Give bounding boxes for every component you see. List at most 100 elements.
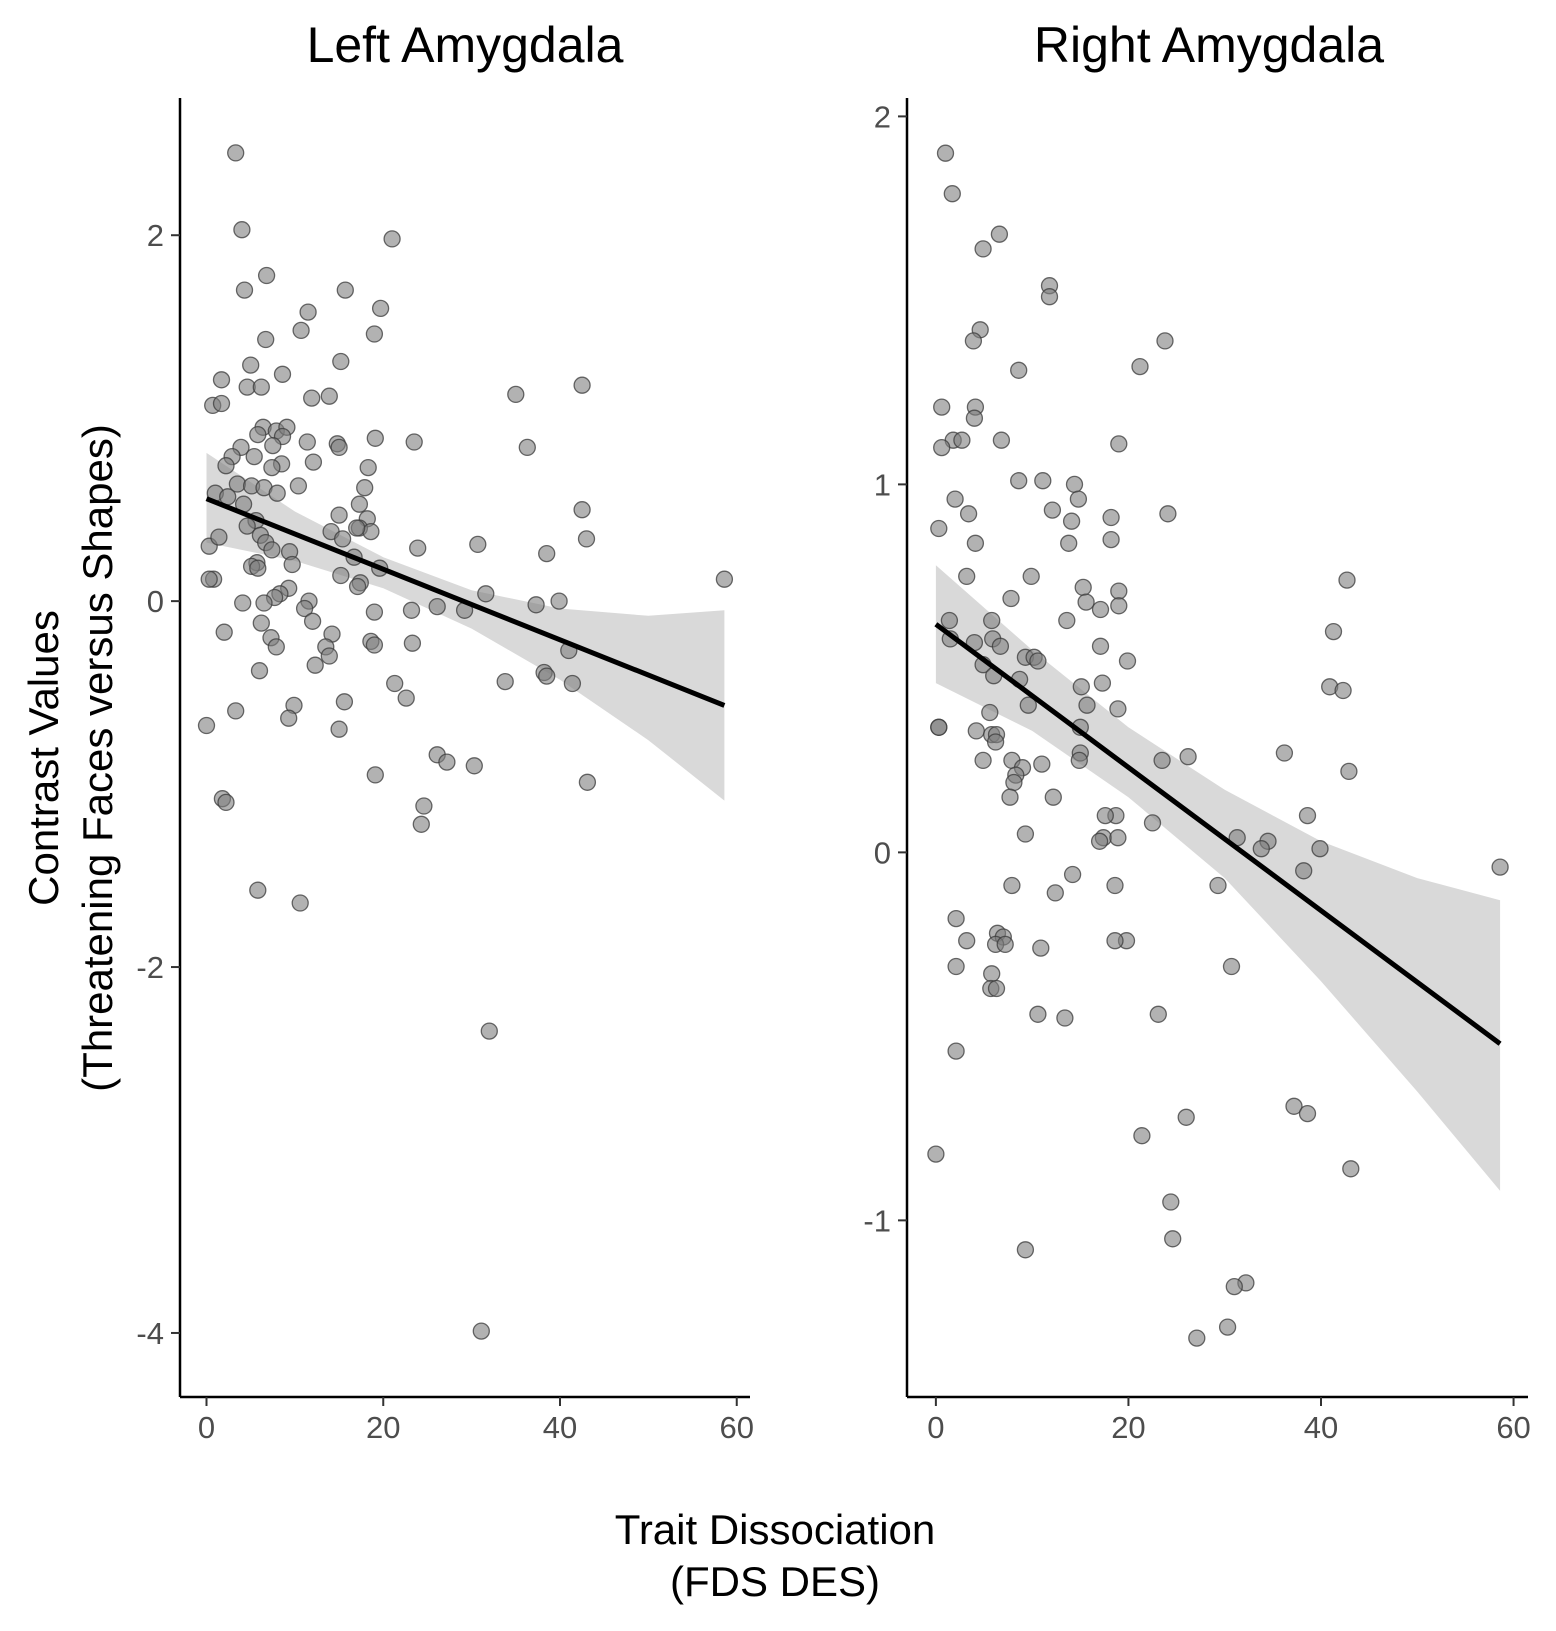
- right-data-point: [1209, 876, 1227, 895]
- right-y-tick-label: -1: [863, 1203, 891, 1238]
- right-data-point: [974, 240, 992, 258]
- left-x-tick-label: 40: [543, 1410, 577, 1445]
- right-points-layer: [927, 144, 1509, 1347]
- left-data-point: [255, 594, 273, 612]
- left-data-point: [252, 378, 270, 396]
- right-data-point: [1109, 829, 1127, 847]
- right-data-point: [1106, 932, 1124, 950]
- left-data-point: [215, 623, 233, 641]
- right-data-point: [933, 438, 951, 457]
- left-data-point: [304, 453, 323, 471]
- left-data-point: [405, 433, 423, 451]
- left-data-point: [264, 436, 282, 455]
- right-data-point: [991, 637, 1010, 655]
- left-y-tick-label: -2: [136, 950, 164, 985]
- left-data-point: [295, 599, 314, 618]
- right-data-point: [1093, 674, 1112, 692]
- right-data-point: [990, 225, 1009, 243]
- right-data-point: [1040, 288, 1059, 306]
- left-data-point: [303, 612, 322, 630]
- right-data-point: [967, 722, 985, 740]
- left-data-point: [362, 522, 380, 541]
- right-data-point: [1131, 357, 1149, 376]
- right-data-point: [974, 751, 992, 770]
- right-data-point: [936, 144, 955, 162]
- right-data-point: [933, 398, 951, 416]
- left-data-point: [366, 429, 384, 447]
- left-data-point: [280, 709, 298, 727]
- right-data-point: [1001, 788, 1019, 806]
- right-data-point: [1491, 858, 1509, 876]
- right-amygdala-panel: Right Amygdala 0 20 40 60 2 1 0 -1: [863, 17, 1530, 1445]
- right-data-point: [958, 932, 976, 950]
- left-data-point: [299, 303, 317, 321]
- right-data-point: [1110, 582, 1128, 600]
- right-y-tick-label: 0: [874, 835, 891, 870]
- left-data-point: [257, 330, 275, 349]
- right-data-point: [1164, 1230, 1182, 1248]
- right-data-point: [1056, 1009, 1074, 1027]
- left-data-point: [249, 425, 267, 444]
- right-data-point: [981, 703, 999, 722]
- left-data-point: [472, 1322, 490, 1340]
- right-data-point: [1022, 567, 1040, 586]
- right-data-point: [1096, 806, 1114, 825]
- left-data-point: [330, 720, 348, 738]
- left-data-point: [365, 603, 384, 621]
- left-data-point: [233, 221, 251, 239]
- right-y-tick-label: 1: [874, 467, 891, 502]
- right-data-point: [953, 431, 971, 449]
- right-data-point: [1016, 825, 1035, 843]
- right-data-point: [983, 611, 1001, 630]
- left-data-point: [412, 815, 430, 833]
- right-data-point: [1218, 1318, 1237, 1336]
- y-axis-title-line1: Contrast Values: [20, 610, 67, 906]
- left-data-point: [212, 394, 231, 413]
- left-data-point: [438, 753, 456, 771]
- left-data-point: [306, 656, 324, 674]
- left-data-point: [578, 773, 597, 791]
- right-data-point: [1275, 744, 1294, 762]
- left-data-point: [249, 881, 267, 899]
- left-data-point: [365, 636, 384, 654]
- right-data-point: [1077, 593, 1095, 611]
- left-data-point: [330, 506, 348, 524]
- right-data-point: [958, 567, 976, 586]
- left-data-point: [333, 530, 352, 548]
- right-data-point: [927, 1145, 945, 1163]
- right-data-point: [1046, 884, 1064, 902]
- right-data-point: [1110, 435, 1128, 453]
- right-data-point: [1222, 957, 1241, 976]
- left-data-point: [330, 438, 348, 457]
- right-data-point: [1311, 840, 1329, 858]
- left-data-point: [365, 325, 384, 343]
- left-x-tick-label: 60: [720, 1410, 754, 1445]
- left-data-point: [550, 592, 568, 610]
- right-data-point: [996, 935, 1014, 954]
- right-data-point: [1091, 600, 1110, 619]
- left-y-tick-label: 0: [147, 584, 164, 619]
- right-data-point: [1043, 501, 1062, 519]
- right-data-point: [1106, 876, 1124, 895]
- left-data-point: [234, 594, 252, 612]
- left-x-tick-label: 0: [198, 1410, 215, 1445]
- left-data-point: [386, 674, 404, 693]
- right-data-point: [1029, 652, 1047, 670]
- left-data-point: [477, 585, 495, 603]
- right-panel-title: Right Amygdala: [1034, 17, 1384, 73]
- x-axis-title-line1: Trait Dissociation: [615, 1506, 936, 1553]
- left-data-point: [366, 766, 384, 784]
- left-data-point: [267, 638, 285, 656]
- left-data-point: [250, 662, 269, 680]
- right-data-point: [1091, 637, 1110, 655]
- right-data-point: [1060, 534, 1078, 552]
- right-data-point: [1298, 1104, 1317, 1123]
- right-x-tick-label: 60: [1496, 1410, 1530, 1445]
- left-points-layer: [197, 144, 734, 1340]
- right-x-tick-label: 40: [1304, 1410, 1338, 1445]
- right-data-point: [930, 519, 948, 538]
- right-data-point: [964, 332, 983, 350]
- right-data-point: [986, 733, 1005, 751]
- right-data-point: [983, 965, 1001, 983]
